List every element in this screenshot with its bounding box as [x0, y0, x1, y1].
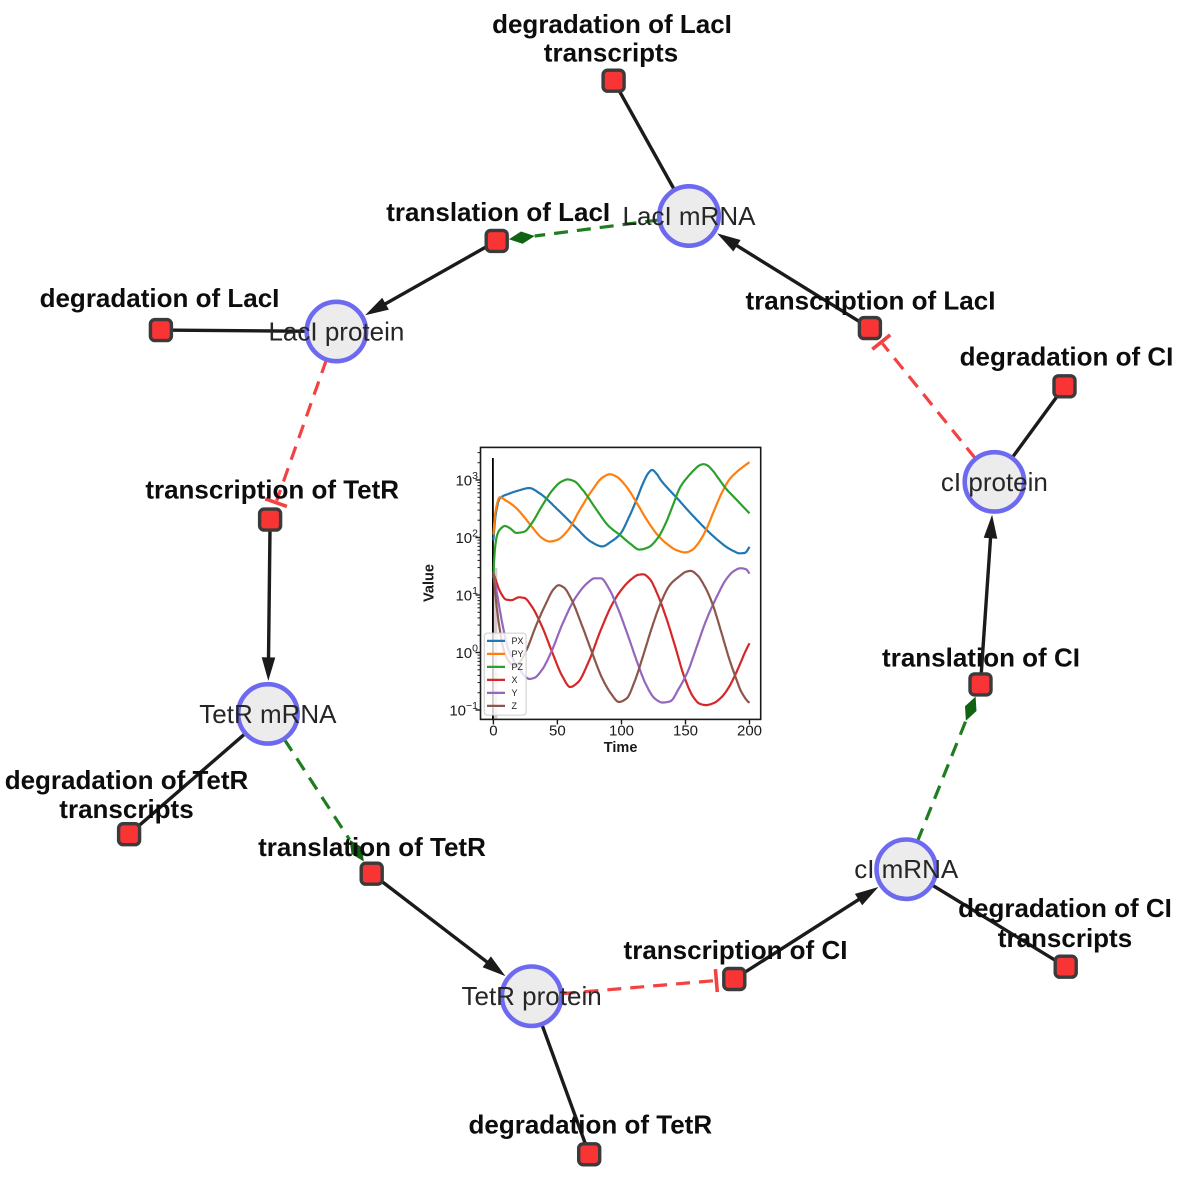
svg-text:transcription of CI: transcription of CI	[624, 935, 848, 965]
svg-text:degradation of CI: degradation of CI	[960, 342, 1174, 372]
svg-text:transcription of TetR: transcription of TetR	[145, 474, 399, 504]
svg-text:transcription of LacI: transcription of LacI	[746, 285, 996, 315]
svg-text:TetR protein: TetR protein	[462, 981, 602, 1011]
svg-text:PY: PY	[512, 649, 524, 659]
svg-text:cI protein: cI protein	[941, 467, 1048, 497]
svg-text:X: X	[512, 675, 518, 685]
svg-text:transcripts: transcripts	[59, 794, 193, 824]
svg-text:cI mRNA: cI mRNA	[854, 854, 959, 884]
svg-text:translation of CI: translation of CI	[882, 642, 1080, 672]
svg-text:200: 200	[737, 723, 762, 740]
svg-text:degradation of CI: degradation of CI	[958, 893, 1172, 923]
svg-text:Time: Time	[604, 740, 638, 756]
svg-text:transcripts: transcripts	[998, 923, 1132, 953]
svg-text:Y: Y	[512, 688, 518, 698]
svg-text:150: 150	[673, 723, 698, 740]
svg-text:degradation of TetR: degradation of TetR	[468, 1109, 712, 1139]
svg-text:LacI mRNA: LacI mRNA	[623, 201, 757, 231]
svg-text:PZ: PZ	[512, 662, 524, 672]
svg-text:degradation of LacI: degradation of LacI	[40, 283, 280, 313]
svg-text:50: 50	[549, 723, 566, 740]
svg-text:degradation of TetR: degradation of TetR	[5, 765, 249, 795]
svg-text:transcripts: transcripts	[544, 37, 678, 67]
svg-text:100: 100	[609, 723, 634, 740]
svg-text:degradation of LacI: degradation of LacI	[492, 9, 732, 39]
svg-text:translation of LacI: translation of LacI	[386, 197, 610, 227]
svg-text:0: 0	[489, 723, 497, 740]
svg-text:TetR mRNA: TetR mRNA	[199, 699, 337, 729]
svg-text:translation of TetR: translation of TetR	[258, 832, 486, 862]
svg-text:LacI protein: LacI protein	[268, 317, 404, 347]
svg-text:Value: Value	[422, 564, 438, 602]
svg-text:Z: Z	[512, 701, 518, 711]
svg-text:PX: PX	[512, 636, 524, 646]
